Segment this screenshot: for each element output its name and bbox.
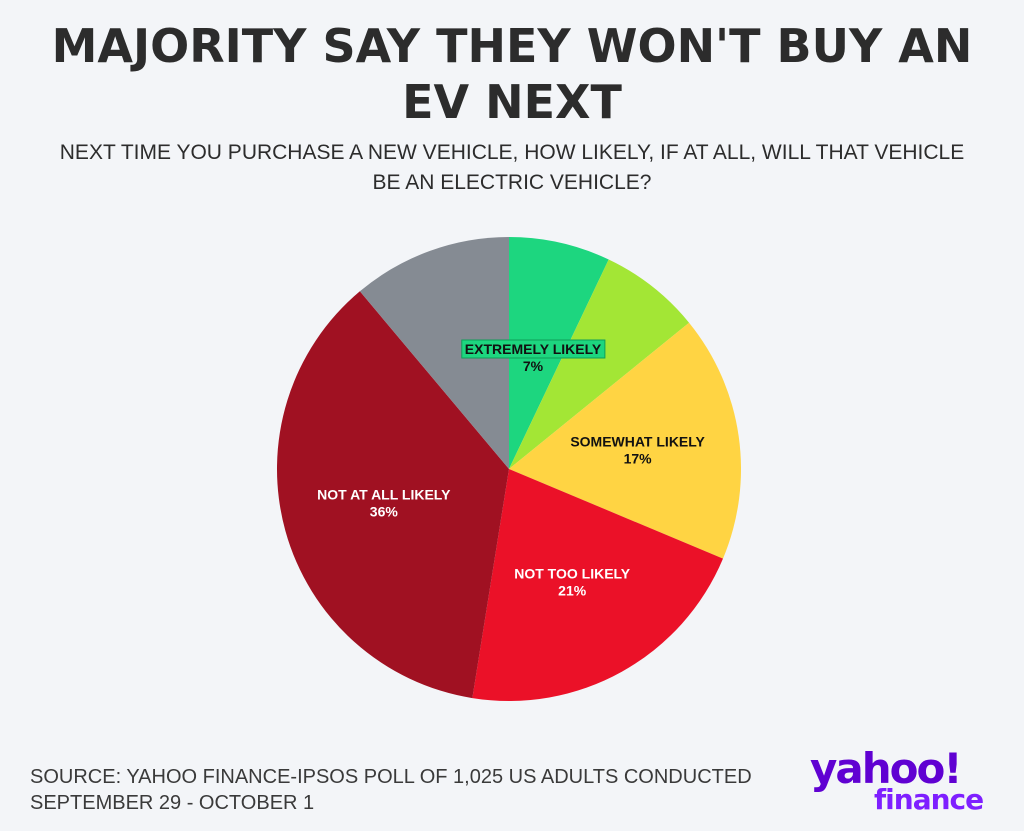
slice-value-label: 17% (624, 451, 653, 467)
slice-value-label: 21% (558, 583, 587, 599)
source-note: SOURCE: YAHOO FINANCE-IPSOS POLL OF 1,02… (30, 766, 752, 814)
pie-slice-not-at-all-likely (276, 291, 509, 699)
pie-slice-somewhat-likely (509, 322, 742, 559)
slice-label: SOMEWHAT LIKELY (570, 434, 705, 450)
slice-value-label: 7% (523, 358, 544, 374)
slice-value-label: 36% (370, 504, 399, 520)
slice-label: NOT AT ALL LIKELY (317, 487, 451, 503)
chart-title: MAJORITY SAY THEY WON'T BUY AN EV NEXT (51, 19, 973, 129)
logo-product: finance (874, 783, 984, 816)
pie-slices (276, 237, 742, 702)
pie-slice-not-too-likely (472, 469, 723, 702)
slice-label: NOT TOO LIKELY (514, 566, 631, 582)
slice-label: EXTREMELY LIKELY (465, 341, 602, 357)
logo-brand: yahoo! (810, 744, 962, 793)
pie-slice-unlabeled-5 (359, 237, 509, 469)
slice-label-highlight (461, 339, 606, 359)
pie-slice-unlabeled-1 (509, 259, 690, 469)
chart-subtitle: NEXT TIME YOU PURCHASE A NEW VEHICLE, HO… (59, 141, 965, 194)
yahoo-finance-logo: yahoo! finance (800, 746, 990, 816)
